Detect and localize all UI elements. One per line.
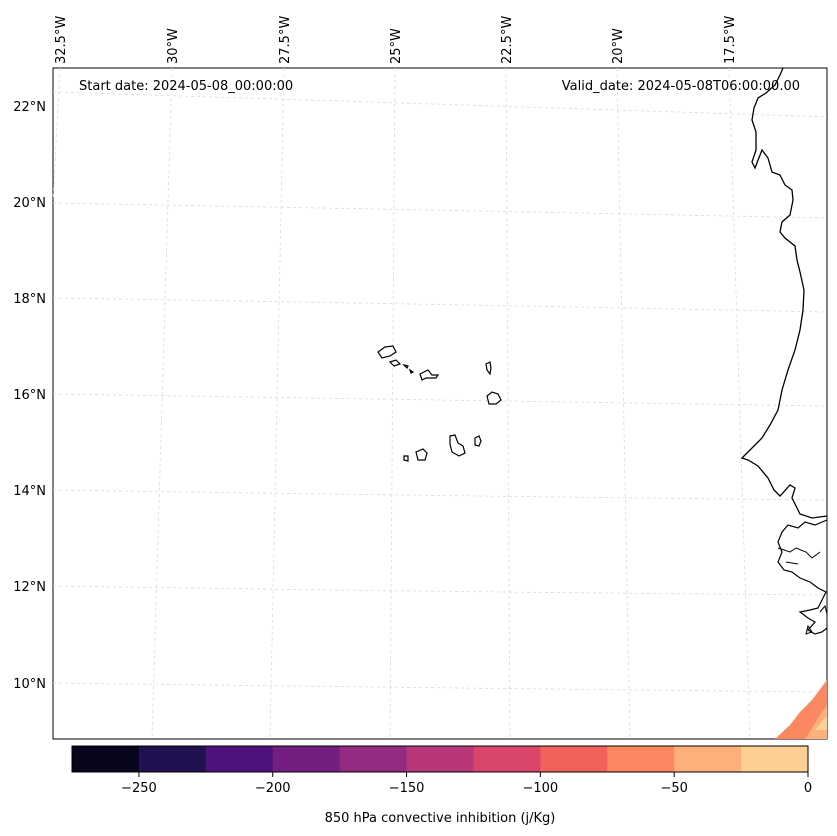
lat-label: 16°N — [13, 388, 46, 403]
lon-label: 22.5°W — [500, 16, 515, 64]
latitude-labels: 22°N 20°N 18°N 16°N 14°N 12°N 10°N — [13, 100, 46, 692]
colorbar-tick-label: −50 — [660, 781, 687, 796]
lon-label: 30°W — [166, 28, 181, 64]
sierra-leone-islands — [777, 547, 828, 635]
africa-coastline — [740, 67, 828, 519]
colorbar-swatch — [72, 746, 140, 772]
lat-label: 20°N — [13, 196, 46, 211]
colorbar-swatch — [406, 746, 474, 772]
colorbar-swatch — [272, 746, 341, 772]
cape-verde-islands — [377, 345, 502, 462]
valid-date-label: Valid_date: 2024-05-08T06:00:00.00 — [562, 79, 800, 94]
guinea-coastline — [777, 519, 828, 635]
colorbar-swatch — [540, 746, 608, 772]
lat-label: 12°N — [13, 580, 46, 595]
graticule — [52, 67, 828, 740]
colorbar-tick-label: −150 — [389, 781, 425, 796]
colorbar-tick-label: −250 — [121, 781, 157, 796]
colorbar-swatches — [72, 746, 809, 772]
colorbar-swatch — [473, 746, 541, 772]
colorbar-swatch — [138, 746, 207, 772]
cin-contours — [775, 680, 827, 739]
colorbar-swatch — [607, 746, 675, 772]
lat-label: 14°N — [13, 484, 46, 499]
colorbar-ticks: −250 −200 −150 −100 −50 0 — [121, 772, 812, 796]
lat-label: 10°N — [13, 677, 46, 692]
colorbar-tick-label: −200 — [255, 781, 291, 796]
colorbar-swatch — [205, 746, 274, 772]
colorbar-swatch — [674, 746, 742, 772]
lon-label: 27.5°W — [278, 16, 293, 64]
lon-label: 17.5°W — [723, 16, 738, 64]
lat-label: 22°N — [13, 100, 46, 115]
colorbar-tick-label: 0 — [804, 781, 812, 796]
lon-label: 20°W — [611, 28, 626, 64]
map-panel — [52, 67, 828, 740]
colorbar-tick-label: −100 — [523, 781, 559, 796]
colorbar-swatch — [339, 746, 408, 772]
lon-label: 25°W — [389, 28, 404, 64]
colorbar-label: 850 hPa convective inhibition (j/Kg) — [325, 811, 556, 826]
start-date-label: Start date: 2024-05-08_00:00:00 — [79, 79, 293, 94]
lon-label: 32.5°W — [54, 16, 69, 64]
longitude-labels: 32.5°W 30°W 27.5°W 25°W 22.5°W 20°W 17.5… — [54, 16, 738, 64]
colorbar: −250 −200 −150 −100 −50 0 850 hPa convective … — [71, 745, 812, 826]
lat-label: 18°N — [13, 292, 46, 307]
colorbar-swatch — [741, 746, 809, 772]
